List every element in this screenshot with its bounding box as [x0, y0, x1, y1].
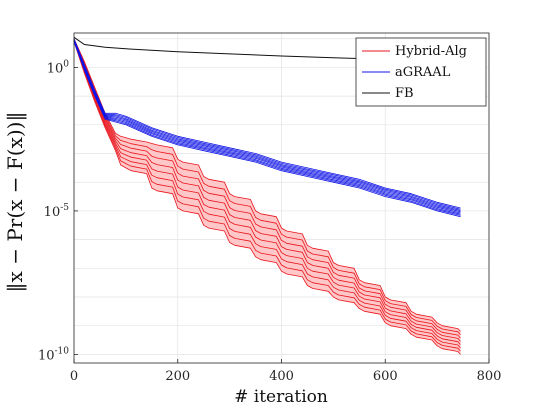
agraal-run-line [73, 38, 461, 209]
agraal-run-line [73, 40, 461, 214]
grid-lines [73, 33, 490, 363]
legend-label-hybrid-alg: Hybrid-Alg [395, 44, 467, 59]
agraal-run-line [73, 41, 461, 218]
agraal-run-line [73, 41, 461, 216]
x-tick-label: 600 [373, 369, 398, 384]
x-tick-label: 400 [269, 369, 294, 384]
legend: Hybrid-Alg aGRAAL FB [355, 37, 487, 107]
hybrid-alg-run-line [73, 39, 461, 339]
series-bands [74, 38, 461, 355]
x-axis-label: # iteration [234, 387, 328, 407]
x-tick-label: 800 [477, 369, 502, 384]
series-lines [73, 36, 461, 355]
legend-label-agraal: aGRAAL [395, 65, 451, 80]
agraal-run-line [73, 40, 461, 215]
x-tick-label: 200 [165, 369, 190, 384]
agraal-run-line [73, 39, 461, 213]
agraal-run-line [73, 38, 461, 210]
hybrid-alg-run-line [73, 38, 461, 335]
y-tick-label: 100 [47, 59, 70, 76]
hybrid-alg-band [74, 38, 461, 355]
y-ticks: 100 10-5 10-10 [38, 59, 78, 363]
hybrid-alg-run-line [73, 38, 461, 332]
hybrid-alg-run-line [73, 40, 461, 345]
hybrid-alg-run-line [73, 41, 461, 355]
hybrid-alg-run-line [73, 41, 461, 352]
y-tick-label: 10-10 [38, 346, 69, 363]
agraal-run-line [73, 39, 461, 211]
y-axis-label: ‖x − Pr(x − F(x))‖ [3, 112, 28, 293]
y-tick-label: 10-5 [44, 203, 70, 220]
legend-label-fb: FB [395, 86, 414, 101]
x-tick-label: 0 [70, 369, 78, 384]
hybrid-alg-run-line [73, 39, 461, 342]
hybrid-alg-run-line [73, 40, 461, 349]
x-ticks: 0 200 400 600 800 [70, 359, 502, 384]
